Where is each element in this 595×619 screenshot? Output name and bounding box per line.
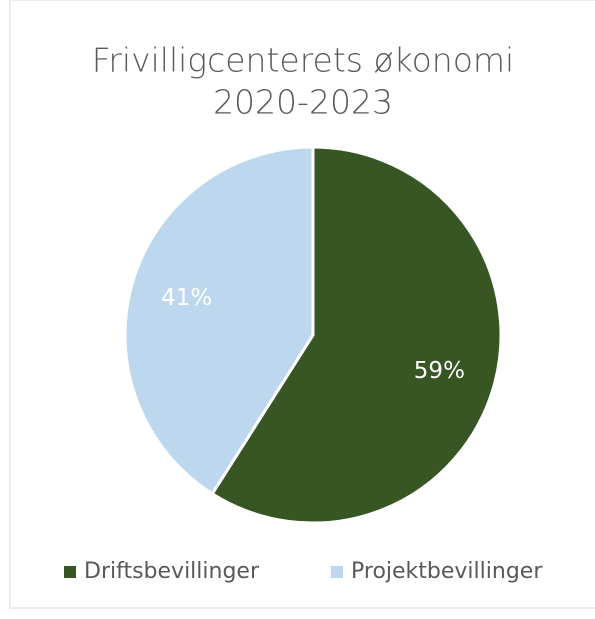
pie-slice [210, 145, 503, 525]
chart-title: 2020-2023 [213, 83, 393, 122]
data-label: 59% [414, 358, 465, 384]
legend-swatch [331, 566, 343, 578]
chart-title: Frivilligcenterets økonomi [92, 41, 514, 80]
data-label: 41% [161, 285, 212, 311]
chart-frame [9, 0, 595, 609]
pie-slice [123, 145, 315, 496]
legend-swatch [64, 566, 76, 578]
legend-label: Driftsbevillinger [84, 559, 260, 584]
legend-label: Projektbevillinger [351, 559, 543, 584]
